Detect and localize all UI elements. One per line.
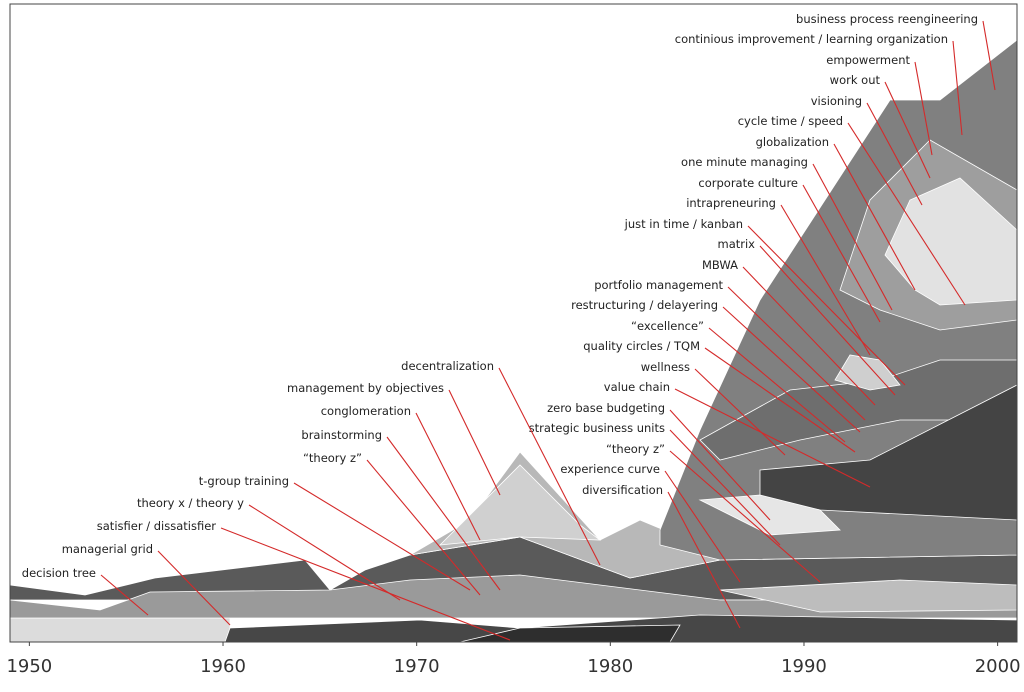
leader-line <box>366 459 481 596</box>
fad-label: conglomeration <box>321 404 411 418</box>
leader-line <box>669 429 781 546</box>
leader-line <box>694 368 786 456</box>
stream <box>698 494 841 536</box>
fad-label: restructuring / delayering <box>571 298 718 312</box>
fad-label: globalization <box>756 135 829 149</box>
fad-label: theory x / theory y <box>137 496 244 510</box>
leader-line <box>952 40 963 136</box>
leader-line <box>833 143 916 291</box>
fad-label: corporate culture <box>698 176 798 190</box>
leader-line <box>448 389 501 496</box>
leader-line <box>780 204 871 356</box>
leader-line <box>293 482 471 591</box>
leader-line <box>727 286 866 421</box>
fad-label: zero base budgeting <box>547 401 665 415</box>
plot-frame <box>9 3 1018 643</box>
stream <box>834 354 901 391</box>
fad-label: “theory z” <box>606 442 665 456</box>
leader-line <box>667 491 741 629</box>
leader-line <box>674 388 871 488</box>
x-tick-label: 1960 <box>200 656 246 677</box>
leader-line <box>498 367 601 566</box>
leader-line <box>802 184 881 323</box>
leader-line <box>669 409 771 521</box>
fad-label: business process reengineering <box>796 12 978 26</box>
fad-label: quality circles / TQM <box>583 339 700 353</box>
stream <box>438 464 602 546</box>
fad-label: “theory z” <box>303 451 362 465</box>
leader-line <box>248 504 401 601</box>
x-tick-label: 1950 <box>6 656 52 677</box>
x-tick-label: 1990 <box>781 656 827 677</box>
fad-label: diversification <box>582 483 663 497</box>
leader-line <box>415 412 481 541</box>
fad-label: empowerment <box>826 53 910 67</box>
fad-label: brainstorming <box>301 428 382 442</box>
leader-line <box>220 527 511 641</box>
fad-label: satisfier / dissatisfier <box>97 519 217 533</box>
leader-line <box>982 20 996 91</box>
fad-label: visioning <box>811 94 862 108</box>
fad-label: one minute managing <box>681 155 808 169</box>
leader-line <box>708 327 846 443</box>
leader-line <box>914 61 933 156</box>
fad-label: experience curve <box>560 462 660 476</box>
fad-label: t-group training <box>199 474 289 488</box>
fad-label: “excellence” <box>631 319 704 333</box>
x-tick-label: 1970 <box>394 656 440 677</box>
fad-label: decentralization <box>401 359 494 373</box>
fad-label: continious improvement / learning organi… <box>675 32 948 46</box>
leader-line <box>866 102 923 206</box>
leader-line <box>157 550 231 626</box>
fad-label: MBWA <box>702 258 738 272</box>
labels: business process reengineering continious… <box>22 12 996 641</box>
leader-line <box>669 450 821 583</box>
fad-label: decision tree <box>22 566 96 580</box>
streams <box>9 39 1018 643</box>
fad-label: wellness <box>641 360 690 374</box>
leader-line <box>747 225 906 386</box>
fad-label: cycle time / speed <box>738 114 843 128</box>
leader-line <box>884 81 931 179</box>
x-tick-label: 1980 <box>587 656 633 677</box>
fad-label: managerial grid <box>62 542 153 556</box>
leader-line <box>742 266 876 406</box>
x-tick-label: 2000 <box>975 656 1021 677</box>
leader-line <box>812 163 893 311</box>
leader-line <box>759 245 896 396</box>
fad-label: strategic business units <box>529 421 665 435</box>
fad-label: management by objectives <box>287 381 444 395</box>
x-axis: 1950 1960 1970 1980 1990 2000 <box>6 642 1021 677</box>
leader-line <box>664 470 741 583</box>
stream <box>9 617 231 643</box>
fad-label: intrapreneuring <box>686 196 776 210</box>
fad-label: matrix <box>718 237 756 251</box>
leader-line <box>847 122 966 306</box>
leader-line <box>704 347 856 453</box>
leader-line <box>722 306 861 433</box>
fad-label: work out <box>830 73 881 87</box>
fad-label: value chain <box>604 380 670 394</box>
fad-label: portfolio management <box>594 278 723 292</box>
leader-line <box>100 574 149 616</box>
leader-line <box>386 436 501 591</box>
fad-label: just in time / kanban <box>624 217 743 231</box>
